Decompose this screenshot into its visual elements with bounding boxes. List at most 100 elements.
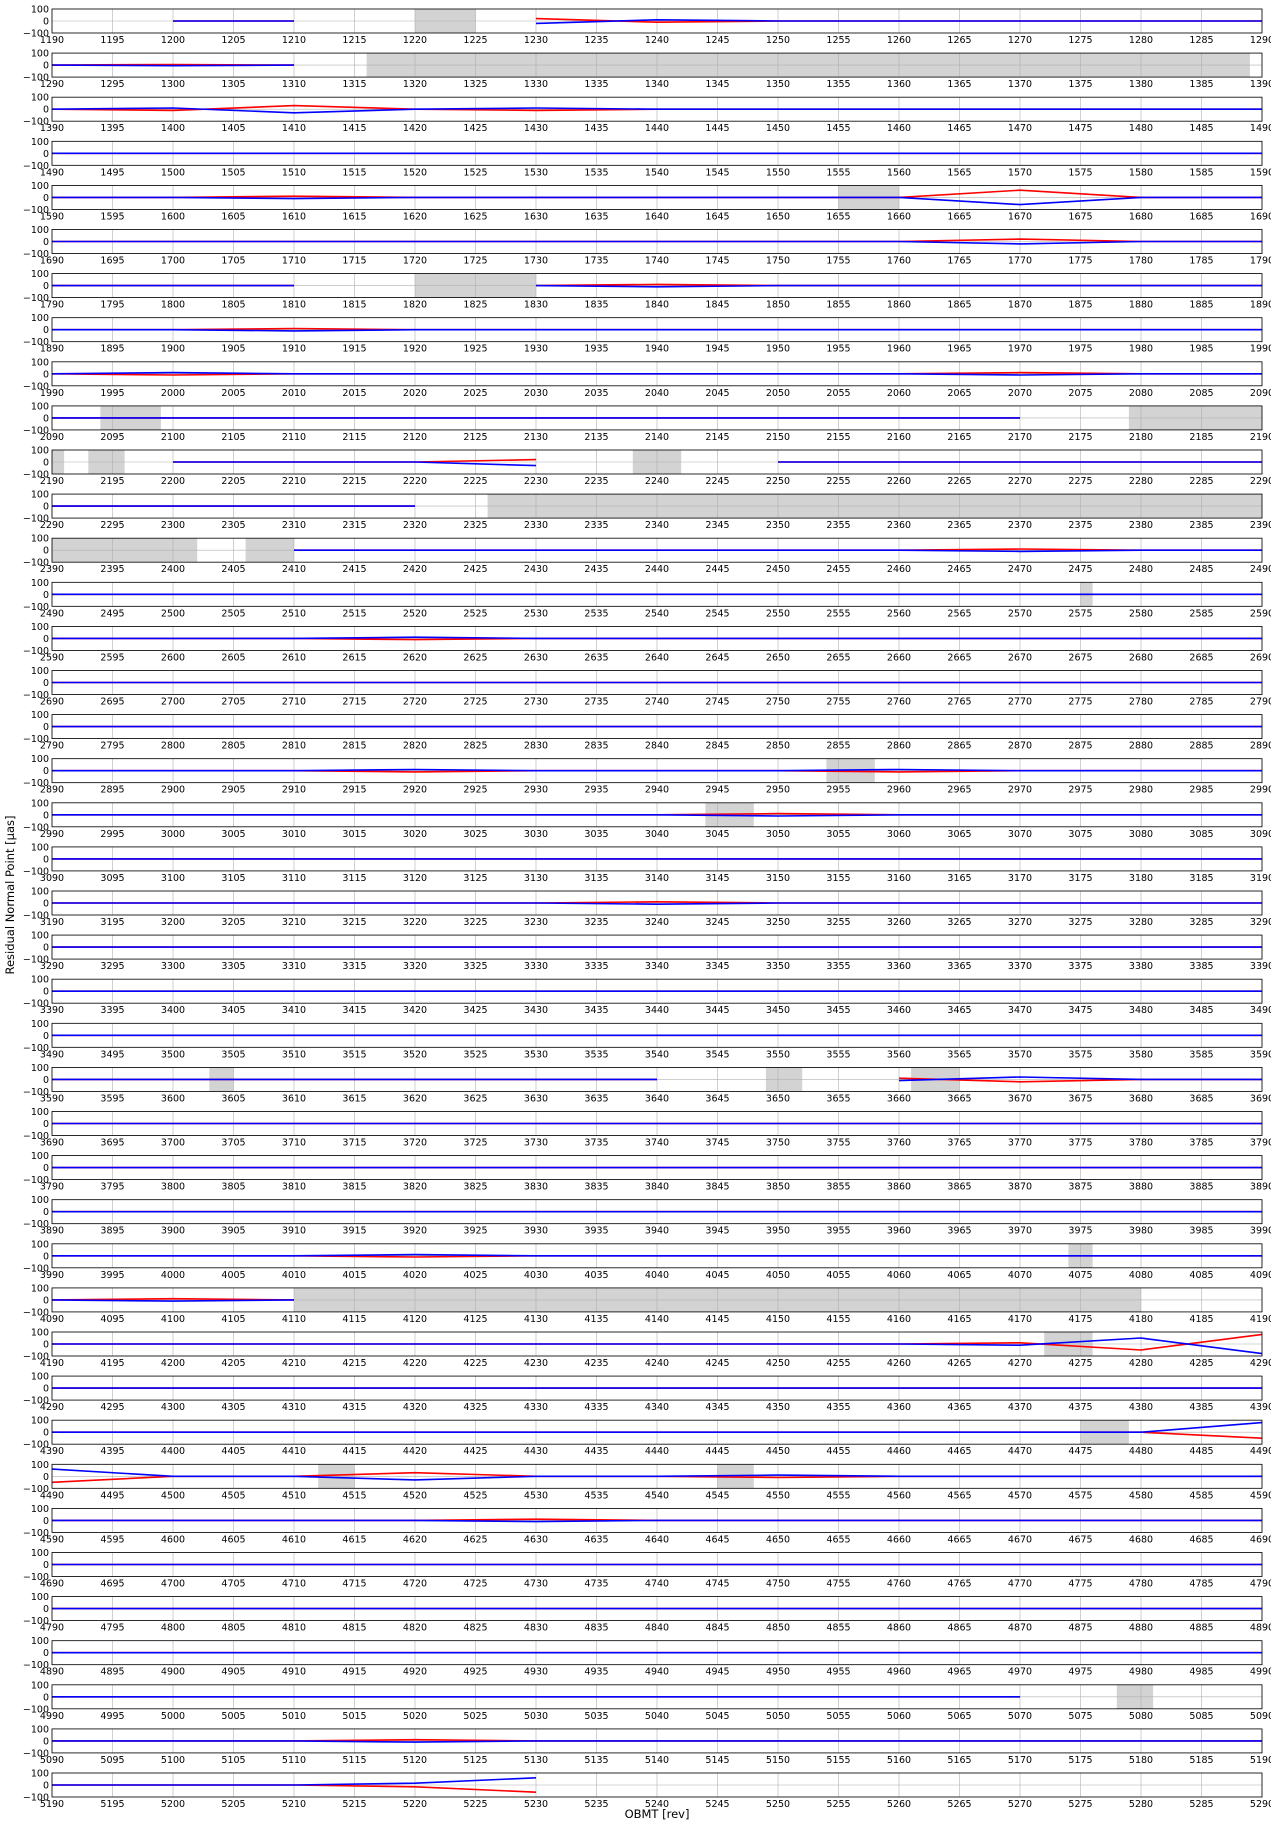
x-tick-label: 4385 — [1189, 1402, 1213, 1413]
x-tick-label: 4490 — [1250, 1446, 1271, 1457]
x-tick-label: 1535 — [584, 167, 608, 178]
residual-line — [52, 1519, 1262, 1523]
x-tick-label: 2090 — [40, 432, 64, 443]
x-tick-label: 2690 — [40, 697, 64, 708]
x-tick-label: 2445 — [705, 564, 729, 575]
x-tick-label: 1650 — [766, 211, 790, 222]
x-tick-label: 1225 — [463, 35, 487, 46]
x-tick-label: 2740 — [645, 697, 669, 708]
x-tick-label: 4145 — [705, 1314, 729, 1325]
x-tick-label: 4715 — [342, 1579, 366, 1590]
x-tick-label: 4010 — [282, 1270, 306, 1281]
y-tick-label: −100 — [23, 1396, 49, 1407]
x-tick-label: 3810 — [282, 1182, 306, 1193]
x-tick-label: 5015 — [342, 1711, 366, 1722]
x-tick-label: 2255 — [826, 476, 850, 487]
x-tick-label: 4580 — [1129, 1490, 1153, 1501]
x-tick-label: 4730 — [524, 1579, 548, 1590]
y-tick-label: 100 — [31, 666, 49, 677]
x-tick-label: 4205 — [221, 1358, 245, 1369]
x-tick-label: 4395 — [100, 1446, 124, 1457]
x-tick-label: 1550 — [766, 167, 790, 178]
x-tick-label: 2290 — [1250, 476, 1271, 487]
x-tick-label: 2015 — [342, 388, 366, 399]
x-tick-label: 4895 — [100, 1667, 124, 1678]
x-tick-label: 2765 — [947, 697, 971, 708]
x-tick-label: 5105 — [221, 1755, 245, 1766]
x-tick-label: 5245 — [705, 1799, 729, 1810]
x-tick-label: 4700 — [161, 1579, 185, 1590]
x-tick-label: 1865 — [947, 300, 971, 311]
x-tick-label: 2055 — [826, 388, 850, 399]
x-tick-label: 3395 — [100, 1005, 124, 1016]
x-tick-label: 3180 — [1129, 873, 1153, 884]
x-tick-label: 4330 — [524, 1402, 548, 1413]
x-tick-label: 1235 — [584, 35, 608, 46]
x-tick-label: 4360 — [887, 1402, 911, 1413]
x-tick-label: 4365 — [947, 1402, 971, 1413]
x-tick-label: 1410 — [282, 123, 306, 134]
x-tick-label: 1885 — [1189, 300, 1213, 311]
y-tick-label: 100 — [31, 1283, 49, 1294]
x-tick-label: 3550 — [766, 1049, 790, 1060]
x-tick-label: 3500 — [161, 1049, 185, 1060]
x-tick-label: 2960 — [887, 785, 911, 796]
x-tick-label: 1640 — [645, 211, 669, 222]
x-tick-label: 2075 — [1068, 388, 1092, 399]
x-tick-label: 2890 — [40, 785, 64, 796]
y-tick-label: −100 — [23, 778, 49, 789]
x-tick-label: 3645 — [705, 1093, 729, 1104]
y-tick-label: −100 — [23, 955, 49, 966]
plot-frame — [51, 1287, 1263, 1313]
y-tick-label: 0 — [43, 1736, 49, 1747]
x-tick-label: 3520 — [403, 1049, 427, 1060]
x-tick-label: 3515 — [342, 1049, 366, 1060]
x-tick-label: 1285 — [1189, 35, 1213, 46]
x-tick-label: 2135 — [584, 432, 608, 443]
x-tick-label: 3910 — [282, 1226, 306, 1237]
x-tick-label: 4740 — [645, 1579, 669, 1590]
y-tick-label: 0 — [43, 854, 49, 865]
x-tick-label: 2070 — [1008, 388, 1032, 399]
x-tick-label: 4190 — [1250, 1314, 1271, 1325]
x-tick-label: 5085 — [1189, 1711, 1213, 1722]
x-tick-label: 1775 — [1068, 256, 1092, 267]
x-tick-label: 5120 — [403, 1755, 427, 1766]
x-tick-label: 3475 — [1068, 1005, 1092, 1016]
y-tick-label: 0 — [43, 943, 49, 954]
x-tick-label: 2515 — [342, 608, 366, 619]
x-tick-label: 2680 — [1129, 652, 1153, 663]
x-tick-label: 5020 — [403, 1711, 427, 1722]
x-tick-label: 4435 — [584, 1446, 608, 1457]
x-tick-label: 2260 — [887, 476, 911, 487]
x-tick-label: 2360 — [887, 520, 911, 531]
x-tick-label: 2085 — [1189, 388, 1213, 399]
x-tick-label: 3440 — [645, 1005, 669, 1016]
x-tick-label: 4070 — [1008, 1270, 1032, 1281]
x-tick-label: 2860 — [887, 741, 911, 752]
x-tick-label: 3955 — [826, 1226, 850, 1237]
x-tick-label: 1760 — [887, 256, 911, 267]
x-tick-label: 3175 — [1068, 873, 1092, 884]
x-tick-label: 2875 — [1068, 741, 1092, 752]
x-tick-label: 2110 — [282, 432, 306, 443]
y-tick-label: −100 — [23, 249, 49, 260]
x-tick-label: 3250 — [766, 917, 790, 928]
x-tick-label: 4675 — [1068, 1534, 1092, 1545]
x-tick-label: 3865 — [947, 1182, 971, 1193]
residual-line — [52, 636, 1262, 640]
x-tick-label: 5155 — [826, 1755, 850, 1766]
x-tick-label: 1915 — [342, 344, 366, 355]
x-tick-label: 3100 — [161, 873, 185, 884]
plot-frame — [51, 714, 1263, 739]
x-tick-label: 5265 — [947, 1799, 971, 1810]
plot-frame — [51, 405, 1263, 431]
x-tick-label: 1230 — [524, 35, 548, 46]
x-tick-label: 5285 — [1189, 1799, 1213, 1810]
x-tick-label: 3790 — [40, 1182, 64, 1193]
x-tick-label: 3770 — [1008, 1138, 1032, 1149]
x-tick-label: 1845 — [705, 300, 729, 311]
x-tick-label: 4655 — [826, 1534, 850, 1545]
x-tick-label: 3975 — [1068, 1226, 1092, 1237]
x-tick-label: 4525 — [463, 1490, 487, 1501]
